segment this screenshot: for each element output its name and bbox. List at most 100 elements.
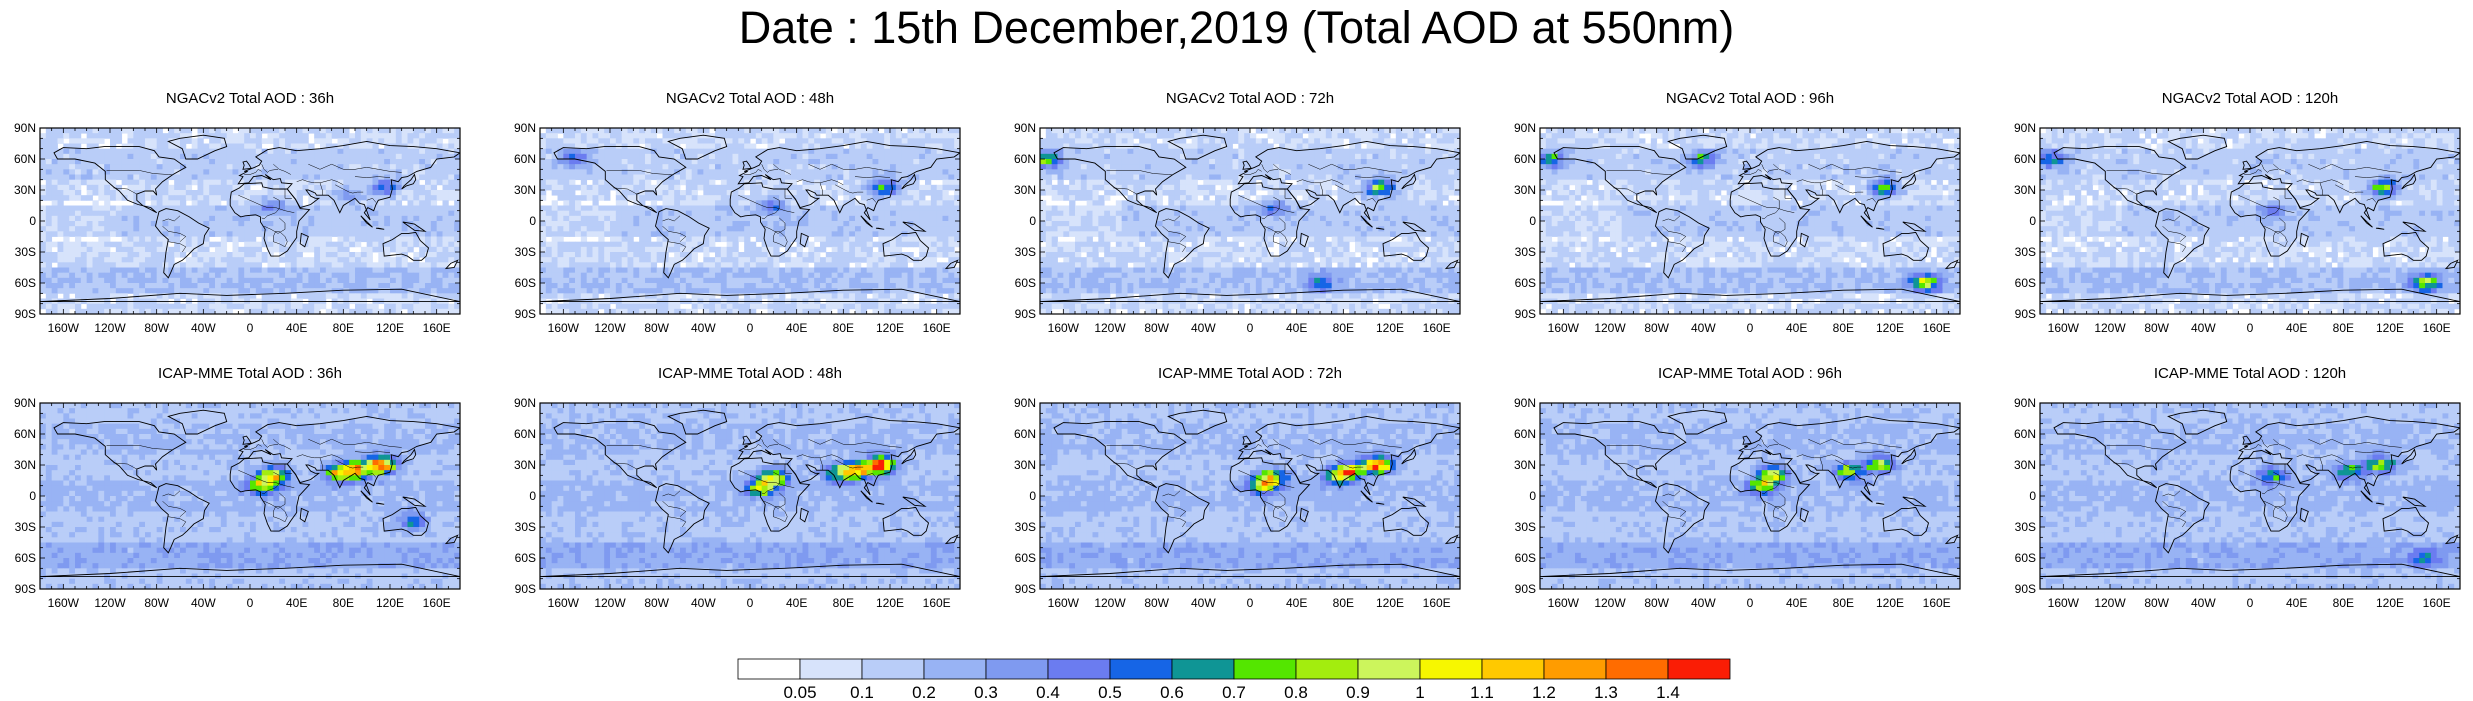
map-panel: NGACv2 Total AOD : 120h 90N 60N 30N 0 30S 60S 9…	[2000, 90, 2473, 355]
map-panel: NGACv2 Total AOD : 72h 90N 60N 30N 0 30S 60S 90…	[1000, 90, 1500, 355]
aod-map: 90N 60N 30N 0 30S 60S 90S 160W 120W 80W 40W 0 40E 80E…	[2014, 121, 2461, 335]
lat-tick-label: 90S	[515, 307, 536, 321]
lon-tick-label: 160E	[923, 321, 951, 335]
lon-tick-label: 160W	[1048, 321, 1080, 335]
coastlines	[40, 409, 460, 578]
colorbar-bin	[1605, 658, 1669, 680]
lat-tick-label: 0	[1529, 489, 1536, 503]
lon-tick-label: 40E	[286, 321, 307, 335]
lon-tick-label: 80W	[644, 596, 669, 610]
lon-tick-label: 120E	[876, 321, 904, 335]
lon-tick-label: 160W	[548, 321, 580, 335]
aod-field	[40, 128, 460, 314]
lon-tick-label: 120W	[1094, 321, 1126, 335]
country-borders	[606, 163, 902, 253]
aod-field	[540, 128, 960, 314]
lon-tick-label: 40W	[691, 596, 716, 610]
panel-title: NGACv2 Total AOD : 72h	[1000, 90, 1500, 108]
aod-field	[1540, 403, 1960, 589]
aod-map: 90N 60N 30N 0 30S 60S 90S 160W 120W 80W 40W 0 40E 80E…	[1014, 396, 1461, 610]
lat-tick-label: 30S	[15, 520, 36, 534]
lat-tick-label: 30S	[1015, 245, 1036, 259]
lon-tick-label: 0	[247, 596, 254, 610]
colorbar-bin	[1419, 658, 1483, 680]
coastlines	[2040, 409, 2460, 578]
lat-tick-label: 60N	[1014, 152, 1036, 166]
lon-tick-label: 0	[1747, 596, 1754, 610]
lat-tick-label: 60N	[14, 427, 36, 441]
lon-tick-label: 80W	[1144, 596, 1169, 610]
lon-tick-label: 80E	[833, 321, 854, 335]
lat-tick-label: 60N	[2014, 152, 2036, 166]
map-panel: ICAP-MME Total AOD : 120h 90N 60N 30N 0 30S 60…	[2000, 365, 2473, 630]
lon-tick-label: 120W	[94, 596, 126, 610]
lon-tick-label: 120W	[1094, 596, 1126, 610]
aod-map: 90N 60N 30N 0 30S 60S 90S 160W 120W 80W 40W 0 40E 80E…	[1014, 121, 1461, 335]
country-borders	[106, 438, 402, 528]
colorbar-label: 0.3	[974, 683, 998, 701]
colorbar-label: 1.1	[1470, 683, 1494, 701]
lon-tick-label: 80E	[833, 596, 854, 610]
lat-tick-label: 90N	[1014, 121, 1036, 135]
lon-tick-label: 40E	[2286, 321, 2307, 335]
lat-tick-label: 60S	[15, 276, 36, 290]
lon-tick-label: 80E	[2333, 321, 2354, 335]
lon-tick-label: 160W	[48, 321, 80, 335]
lon-tick-label: 80E	[2333, 596, 2354, 610]
lon-tick-label: 40W	[191, 321, 216, 335]
lon-tick-label: 40E	[786, 321, 807, 335]
lon-tick-label: 40E	[1286, 321, 1307, 335]
colorbar-bin	[861, 658, 925, 680]
lon-tick-label: 160E	[423, 596, 451, 610]
lat-tick-label: 30S	[2015, 520, 2036, 534]
aod-field	[1040, 403, 1460, 589]
lon-tick-label: 160E	[2423, 596, 2451, 610]
lon-tick-label: 80E	[1833, 596, 1854, 610]
lat-tick-label: 0	[29, 214, 36, 228]
colorbar-bin	[985, 658, 1049, 680]
map-panel: ICAP-MME Total AOD : 48h 90N 60N 30N 0 30S 60S…	[500, 365, 1000, 630]
lon-tick-label: 80E	[1833, 321, 1854, 335]
country-borders	[1106, 163, 1402, 253]
lon-tick-label: 160E	[1923, 596, 1951, 610]
colorbar-label: 0.6	[1160, 683, 1184, 701]
lon-tick-label: 120W	[94, 321, 126, 335]
lon-tick-label: 40W	[1691, 321, 1716, 335]
map-panel: NGACv2 Total AOD : 48h 90N 60N 30N 0 30S 60S 90…	[500, 90, 1000, 355]
lon-tick-label: 120E	[376, 321, 404, 335]
panel-title: NGACv2 Total AOD : 48h	[500, 90, 1000, 108]
colorbar-label: 0.2	[912, 683, 936, 701]
lat-tick-label: 90N	[1514, 121, 1536, 135]
lon-tick-label: 160W	[1548, 596, 1580, 610]
coastlines	[1040, 409, 1460, 578]
lat-tick-label: 60S	[1515, 276, 1536, 290]
map-panel: NGACv2 Total AOD : 96h 90N 60N 30N 0 30S 60S 90…	[1500, 90, 2000, 355]
map-panel: NGACv2 Total AOD : 36h 90N 60N 30N 0 30S 60S 90…	[0, 90, 500, 355]
lat-tick-label: 0	[1029, 489, 1036, 503]
lon-tick-label: 160E	[2423, 321, 2451, 335]
lat-tick-label: 60S	[1015, 276, 1036, 290]
lat-tick-label: 90S	[2015, 307, 2036, 321]
lat-tick-label: 30N	[2014, 183, 2036, 197]
lat-tick-label: 90S	[1515, 582, 1536, 596]
lon-tick-label: 120W	[2094, 321, 2126, 335]
colorbar-label: 0.9	[1346, 683, 1370, 701]
colorbar-bin	[1171, 658, 1235, 680]
lon-tick-label: 160W	[1548, 321, 1580, 335]
panel-title: NGACv2 Total AOD : 120h	[2000, 90, 2473, 108]
lon-tick-label: 80W	[2144, 596, 2169, 610]
lat-tick-label: 90N	[514, 396, 536, 410]
lon-tick-label: 40E	[286, 596, 307, 610]
lat-tick-label: 30N	[1014, 183, 1036, 197]
aod-field	[1540, 128, 1960, 314]
lon-tick-label: 40W	[1191, 596, 1216, 610]
lat-tick-label: 0	[1529, 214, 1536, 228]
lon-tick-label: 120E	[1376, 596, 1404, 610]
lat-tick-label: 60N	[14, 152, 36, 166]
lon-tick-label: 40W	[1691, 596, 1716, 610]
lat-tick-label: 90N	[514, 121, 536, 135]
map-panel: ICAP-MME Total AOD : 96h 90N 60N 30N 0 30S 60S…	[1500, 365, 2000, 630]
colorbar-bin	[1543, 658, 1607, 680]
country-borders	[606, 438, 902, 528]
lon-tick-label: 120W	[594, 321, 626, 335]
